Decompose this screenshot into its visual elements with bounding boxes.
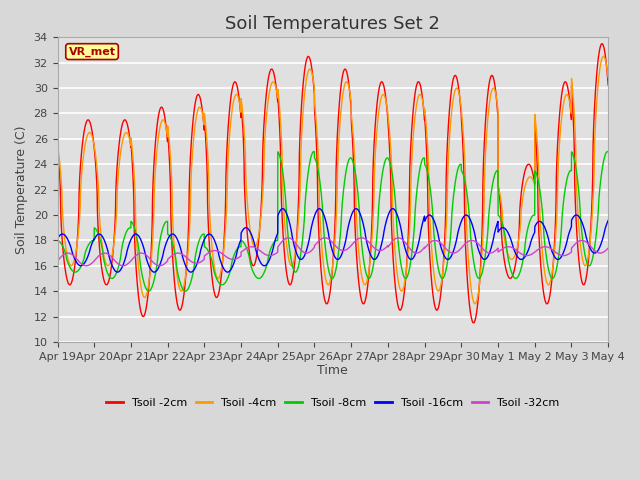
- Tsoil -16cm: [488, 243, 495, 249]
- Text: VR_met: VR_met: [68, 47, 116, 57]
- Tsoil -16cm: [456, 221, 464, 227]
- Tsoil -8cm: [604, 149, 611, 155]
- Tsoil -8cm: [456, 161, 464, 167]
- Tsoil -16cm: [312, 208, 320, 214]
- Tsoil -4cm: [426, 210, 433, 216]
- Tsoil -16cm: [426, 212, 434, 218]
- Tsoil -4cm: [488, 89, 495, 95]
- Tsoil -2cm: [604, 82, 612, 88]
- Tsoil -8cm: [604, 149, 611, 155]
- Tsoil -4cm: [600, 53, 607, 59]
- Tsoil -4cm: [471, 301, 479, 307]
- Line: Tsoil -4cm: Tsoil -4cm: [58, 56, 608, 304]
- Tsoil -8cm: [145, 288, 152, 294]
- Tsoil -8cm: [312, 159, 320, 165]
- Tsoil -32cm: [54, 258, 61, 264]
- Tsoil -4cm: [604, 74, 612, 80]
- Tsoil -16cm: [224, 269, 232, 275]
- Tsoil -16cm: [604, 219, 611, 225]
- Y-axis label: Soil Temperature (C): Soil Temperature (C): [15, 125, 28, 254]
- Tsoil -32cm: [426, 240, 434, 245]
- X-axis label: Time: Time: [317, 364, 348, 377]
- Tsoil -8cm: [54, 238, 61, 243]
- Tsoil -2cm: [152, 128, 160, 134]
- Tsoil -8cm: [604, 149, 612, 155]
- Legend: Tsoil -2cm, Tsoil -4cm, Tsoil -8cm, Tsoil -16cm, Tsoil -32cm: Tsoil -2cm, Tsoil -4cm, Tsoil -8cm, Tsoi…: [102, 393, 564, 412]
- Tsoil -4cm: [54, 143, 61, 149]
- Tsoil -2cm: [604, 75, 611, 81]
- Line: Tsoil -32cm: Tsoil -32cm: [58, 238, 608, 266]
- Tsoil -8cm: [153, 264, 161, 270]
- Tsoil -32cm: [152, 262, 160, 268]
- Tsoil -2cm: [488, 72, 495, 78]
- Tsoil -2cm: [312, 135, 320, 141]
- Tsoil -4cm: [456, 96, 464, 102]
- Tsoil -32cm: [456, 246, 464, 252]
- Tsoil -16cm: [152, 268, 160, 274]
- Tsoil -4cm: [312, 118, 320, 123]
- Tsoil -2cm: [426, 251, 433, 257]
- Tsoil -32cm: [604, 245, 612, 251]
- Line: Tsoil -16cm: Tsoil -16cm: [58, 209, 608, 272]
- Tsoil -32cm: [312, 240, 320, 246]
- Line: Tsoil -2cm: Tsoil -2cm: [58, 44, 608, 323]
- Title: Soil Temperatures Set 2: Soil Temperatures Set 2: [225, 15, 440, 33]
- Tsoil -16cm: [279, 206, 287, 212]
- Line: Tsoil -8cm: Tsoil -8cm: [58, 152, 608, 291]
- Tsoil -8cm: [488, 188, 495, 194]
- Tsoil -4cm: [604, 70, 611, 76]
- Tsoil -16cm: [54, 236, 61, 241]
- Tsoil -2cm: [470, 320, 477, 326]
- Tsoil -32cm: [156, 263, 163, 269]
- Tsoil -16cm: [604, 217, 612, 223]
- Tsoil -32cm: [321, 235, 329, 241]
- Tsoil -2cm: [456, 98, 464, 104]
- Tsoil -8cm: [426, 182, 434, 188]
- Tsoil -2cm: [54, 145, 61, 151]
- Tsoil -2cm: [598, 41, 606, 47]
- Tsoil -32cm: [488, 250, 495, 256]
- Tsoil -32cm: [604, 246, 611, 252]
- Tsoil -4cm: [152, 153, 160, 158]
